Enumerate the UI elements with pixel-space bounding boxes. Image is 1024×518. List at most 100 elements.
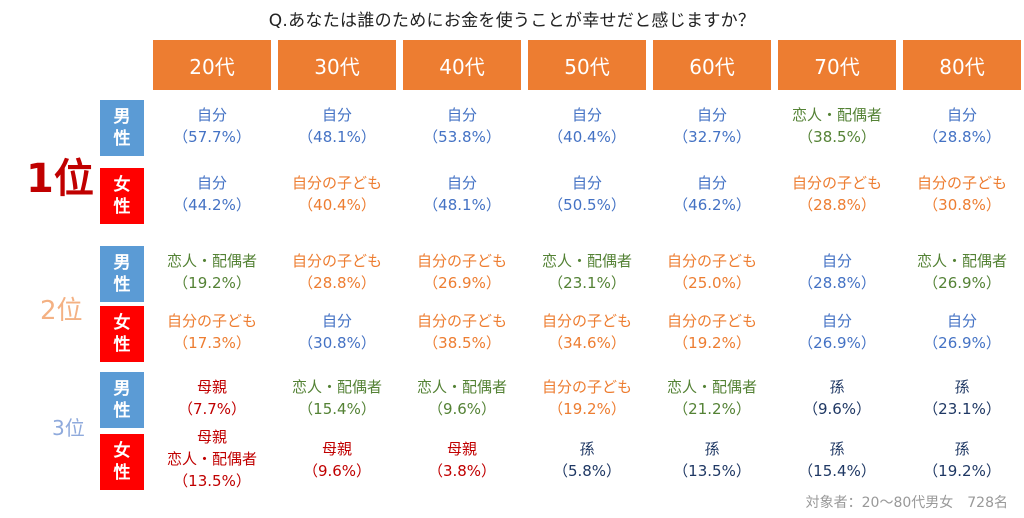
cell-percentage: （26.9%）	[923, 274, 1001, 292]
cell-label: 自分	[571, 106, 602, 124]
ranking-cell: 自分 （48.1%）	[278, 104, 396, 148]
gender-box-male: 男性	[100, 100, 144, 156]
cell-label: 自分の子ども	[166, 312, 257, 330]
cell-label: 自分の子ども	[291, 252, 382, 270]
ranking-cell: 自分 （57.7%）	[153, 104, 271, 148]
cell-label: 恋人・配偶者	[166, 252, 257, 270]
cell-label: 恋人・配偶者	[541, 252, 632, 270]
cell-percentage: （23.1%）	[548, 274, 626, 292]
gender-char: 性	[113, 463, 131, 483]
cell-label: 自分の子ども	[416, 312, 507, 330]
cell-percentage: （3.8%）	[427, 462, 497, 480]
cell-percentage: （19.2%）	[173, 274, 251, 292]
ranking-cell: 自分の子ども （30.8%）	[903, 172, 1021, 216]
gender-box-female: 女性	[100, 306, 144, 362]
ranking-cell: 恋人・配偶者 （26.9%）	[903, 250, 1021, 294]
cell-percentage: （9.6%）	[302, 462, 372, 480]
cell-percentage: （32.7%）	[673, 128, 751, 146]
question-title: Q.あなたは誰のためにお金を使うことが幸せだと感じますか？	[268, 11, 756, 31]
cell-percentage: （53.8%）	[423, 128, 501, 146]
cell-label: 孫	[579, 440, 595, 458]
rank-2-label: 2位	[40, 296, 83, 326]
ranking-cell: 孫 （23.1%）	[903, 376, 1021, 420]
cell-label: 母親	[446, 440, 477, 458]
cell-percentage: （25.0%）	[673, 274, 751, 292]
cell-label: 自分	[571, 174, 602, 192]
cell-percentage: （26.9%）	[423, 274, 501, 292]
gender-box-male: 男性	[100, 372, 144, 428]
ranking-cell: 孫 （13.5%）	[653, 438, 771, 482]
ranking-cell: 自分 （28.8%）	[903, 104, 1021, 148]
cell-label: 自分の子ども	[791, 174, 882, 192]
cell-label: 母親	[321, 440, 352, 458]
age-header-30代: 30代	[278, 40, 396, 90]
age-header-60代: 60代	[653, 40, 771, 90]
cell-percentage: （26.9%）	[798, 334, 876, 352]
cell-percentage: （28.8%）	[923, 128, 1001, 146]
cell-label: 孫	[704, 440, 720, 458]
ranking-cell: 自分の子ども （19.2%）	[653, 310, 771, 354]
ranking-cell: 自分 （44.2%）	[153, 172, 271, 216]
ranking-cell: 自分 （46.2%）	[653, 172, 771, 216]
ranking-cell: 自分の子ども （34.6%）	[528, 310, 646, 354]
ranking-cell: 恋人・配偶者 （15.4%）	[278, 376, 396, 420]
ranking-cell: 母親 （7.7%）	[153, 376, 271, 420]
gender-char: 女	[113, 441, 131, 461]
age-header-50代: 50代	[528, 40, 646, 90]
ranking-cell: 自分 （32.7%）	[653, 104, 771, 148]
cell-label: 孫	[829, 378, 845, 396]
cell-percentage: （50.5%）	[548, 196, 626, 214]
gender-char: 性	[113, 129, 131, 149]
cell-percentage: （46.2%）	[673, 196, 751, 214]
cell-percentage: （28.8%）	[298, 274, 376, 292]
cell-percentage: （28.8%）	[798, 274, 876, 292]
ranking-cell: 恋人・配偶者 （38.5%）	[778, 104, 896, 148]
gender-char: 男	[113, 107, 131, 127]
cell-label: 恋人・配偶者	[166, 450, 257, 468]
cell-label: 恋人・配偶者	[916, 252, 1007, 270]
ranking-cell: 恋人・配偶者 （9.6%）	[403, 376, 521, 420]
cell-label: 孫	[829, 440, 845, 458]
cell-percentage: （38.5%）	[423, 334, 501, 352]
cell-label: 自分	[446, 174, 477, 192]
cell-percentage: （9.6%）	[427, 400, 497, 418]
ranking-cell: 自分の子ども （17.3%）	[153, 310, 271, 354]
ranking-cell: 自分 （26.9%）	[778, 310, 896, 354]
gender-char: 性	[113, 197, 131, 217]
cell-label: 恋人・配偶者	[791, 106, 882, 124]
ranking-cell: 母親 （3.8%）	[403, 438, 521, 482]
cell-label: 自分	[821, 252, 852, 270]
cell-percentage: （30.8%）	[923, 196, 1001, 214]
ranking-cell: 自分 （53.8%）	[403, 104, 521, 148]
gender-char: 男	[113, 253, 131, 273]
gender-box-female: 女性	[100, 434, 144, 490]
cell-percentage: （19.2%）	[673, 334, 751, 352]
gender-char: 性	[113, 401, 131, 421]
age-header-40代: 40代	[403, 40, 521, 90]
cell-percentage: （30.8%）	[298, 334, 376, 352]
cell-label: 自分	[196, 174, 227, 192]
cell-label: 自分の子ども	[416, 252, 507, 270]
cell-percentage: （5.8%）	[552, 462, 622, 480]
rank-1-label: 1位	[26, 156, 94, 202]
gender-char: 性	[113, 275, 131, 295]
ranking-cell: 恋人・配偶者 （21.2%）	[653, 376, 771, 420]
cell-label: 自分の子ども	[666, 312, 757, 330]
ranking-cell: 自分 （28.8%）	[778, 250, 896, 294]
ranking-cell: 自分の子ども （26.9%）	[403, 250, 521, 294]
ranking-cell: 自分 （30.8%）	[278, 310, 396, 354]
ranking-cell: 自分 （48.1%）	[403, 172, 521, 216]
cell-percentage: （19.2%）	[548, 400, 626, 418]
cell-label: 自分	[696, 174, 727, 192]
cell-label: 自分	[321, 106, 352, 124]
ranking-cell: 孫 （5.8%）	[528, 438, 646, 482]
ranking-cell: 母親 （9.6%）	[278, 438, 396, 482]
cell-percentage: （28.8%）	[798, 196, 876, 214]
cell-label: 恋人・配偶者	[291, 378, 382, 396]
ranking-cell: 孫 （15.4%）	[778, 438, 896, 482]
cell-percentage: （15.4%）	[298, 400, 376, 418]
cell-percentage: （34.6%）	[548, 334, 626, 352]
ranking-cell: 自分の子ども （40.4%）	[278, 172, 396, 216]
ranking-cell: 自分の子ども （19.2%）	[528, 376, 646, 420]
rank-3-label: 3位	[52, 416, 85, 440]
